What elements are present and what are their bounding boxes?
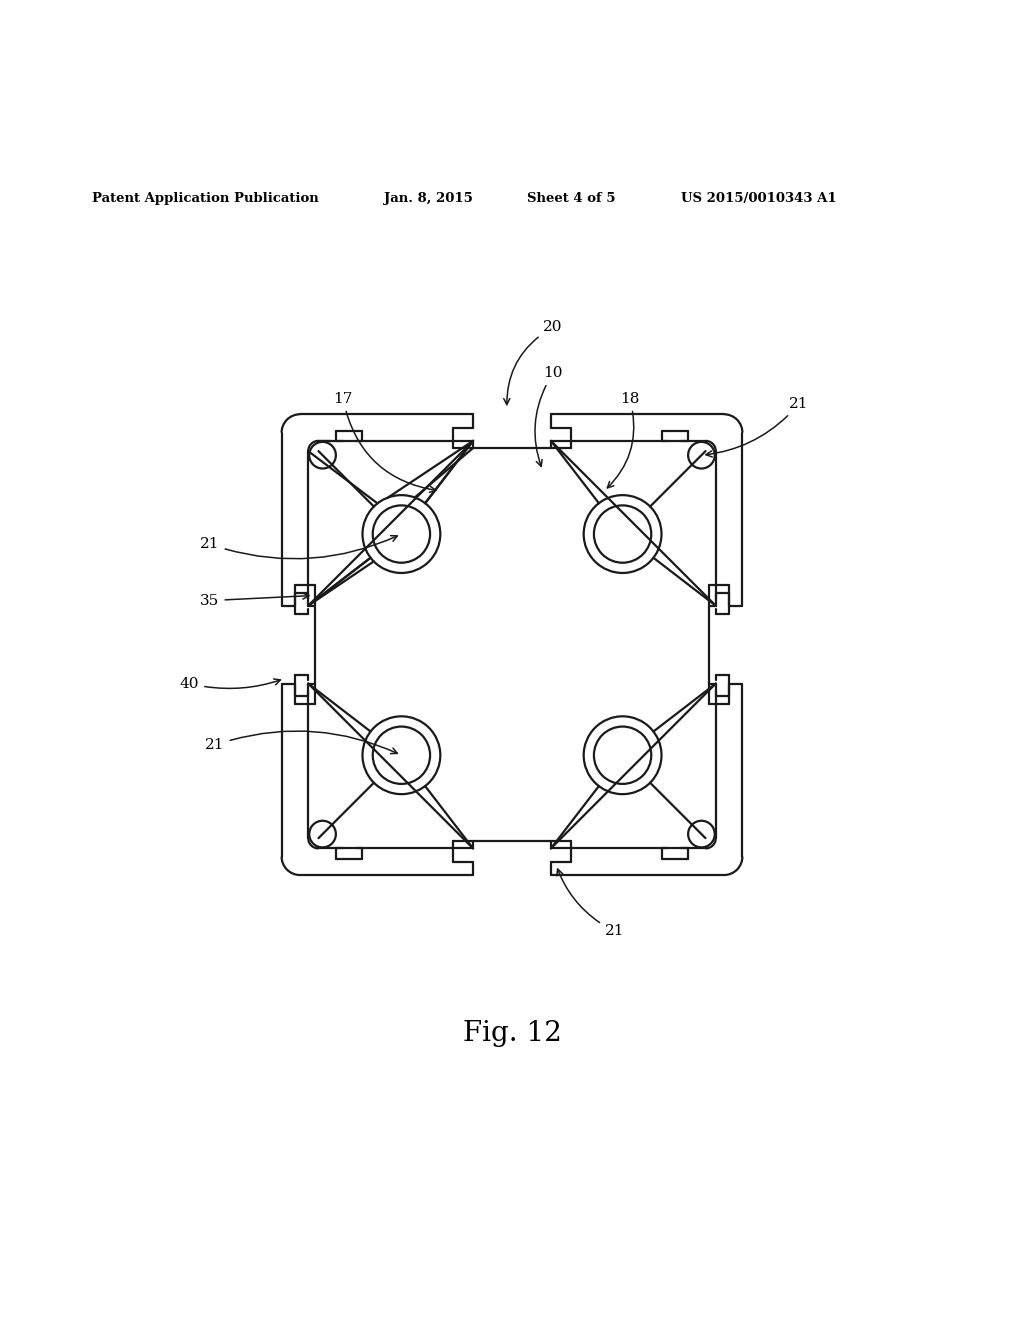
Text: 18: 18	[607, 392, 639, 488]
Text: 40: 40	[179, 677, 281, 690]
Text: 21: 21	[200, 536, 397, 558]
Text: Sheet 4 of 5: Sheet 4 of 5	[527, 191, 615, 205]
Text: Fig. 12: Fig. 12	[463, 1020, 561, 1048]
Text: 10: 10	[535, 366, 563, 466]
Text: 21: 21	[706, 397, 809, 457]
Text: 21: 21	[557, 869, 625, 939]
Text: 21: 21	[205, 731, 397, 754]
Text: US 2015/0010343 A1: US 2015/0010343 A1	[681, 191, 837, 205]
Text: 17: 17	[334, 392, 436, 492]
Text: 20: 20	[504, 321, 563, 405]
Text: 35: 35	[201, 593, 309, 607]
Text: Patent Application Publication: Patent Application Publication	[92, 191, 318, 205]
Text: Jan. 8, 2015: Jan. 8, 2015	[384, 191, 473, 205]
